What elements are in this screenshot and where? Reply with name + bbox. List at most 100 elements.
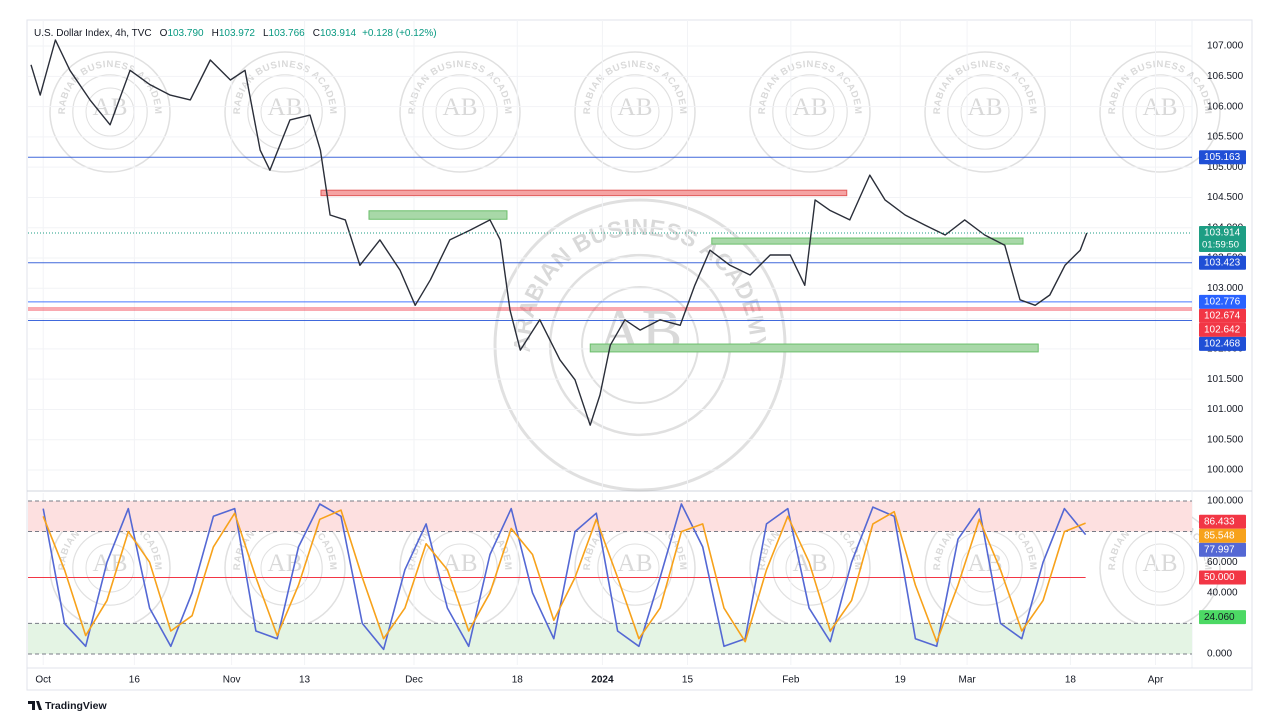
watermark-initials: AB — [93, 94, 128, 121]
level-label: 102.776 — [1204, 297, 1241, 308]
y-tick-label: 106.000 — [1207, 101, 1244, 112]
chart-frame — [26, 19, 1253, 691]
watermark-ring — [574, 51, 696, 173]
y-tick-label: 105.000 — [1207, 162, 1244, 173]
x-tick-label: 16 — [129, 675, 141, 686]
value-label: 50.000 — [1204, 572, 1235, 583]
ohlc-key: H — [212, 28, 219, 39]
last-price-box — [1199, 225, 1246, 252]
last-price-label: 103.914 — [1204, 228, 1241, 239]
brand-logo — [28, 701, 42, 710]
watermark-initials: AB — [1143, 550, 1178, 577]
value-label-box — [1199, 610, 1246, 625]
x-tick-label: Feb — [782, 675, 800, 686]
watermark-ring — [749, 51, 871, 173]
zone — [711, 237, 1024, 245]
watermark-ring — [947, 74, 1023, 150]
watermark-ring — [785, 543, 835, 593]
watermark-ring — [772, 74, 848, 150]
watermark-ring — [610, 87, 660, 137]
watermark-initials: AB — [443, 94, 478, 121]
level-label: 102.468 — [1204, 339, 1241, 350]
ohlc-key: O — [160, 28, 168, 39]
y-tick-label: 0.000 — [1207, 649, 1232, 660]
value-label-box — [1199, 570, 1246, 585]
value-label-box — [1199, 528, 1246, 543]
x-tick-label: Apr — [1148, 675, 1164, 686]
y-tick-label: 60.000 — [1207, 557, 1238, 568]
watermark-ring — [1135, 87, 1185, 137]
y-tick-label: 105.500 — [1207, 132, 1244, 143]
level-label-box — [1199, 308, 1246, 323]
level-label-box — [1199, 255, 1246, 270]
watermark-ring — [399, 51, 521, 173]
value-label-box — [1199, 514, 1246, 529]
value-label-box — [1199, 542, 1246, 557]
y-tick-label: 101.500 — [1207, 374, 1244, 385]
watermark-initials: AB — [968, 550, 1003, 577]
y-tick-label: 107.000 — [1207, 41, 1244, 52]
y-tick-label: 103.000 — [1207, 283, 1244, 294]
ohlc-key: C — [313, 28, 320, 39]
watermark-ring — [435, 87, 485, 137]
zone — [589, 343, 1039, 353]
change-value: +0.128 (+0.12%) — [362, 28, 437, 39]
level-label-box — [1199, 150, 1246, 165]
watermark-ring — [72, 74, 148, 150]
y-tick-label: 100.500 — [1207, 434, 1244, 445]
watermark-ring — [785, 87, 835, 137]
watermark-initials: AB — [268, 94, 303, 121]
level-label: 102.642 — [1204, 325, 1241, 336]
watermark-ring — [960, 543, 1010, 593]
x-tick-label: 18 — [512, 675, 524, 686]
level-label: 105.163 — [1204, 152, 1241, 163]
y-tick-label: 101.000 — [1207, 404, 1244, 415]
watermark-initials: AB — [618, 94, 653, 121]
watermark-ring — [1135, 543, 1185, 593]
watermark-ring — [1099, 51, 1221, 173]
level-label-box — [1199, 294, 1246, 309]
zone — [320, 189, 848, 197]
ohlc-value: 103.766 — [269, 28, 306, 39]
value-label: 77.997 — [1204, 544, 1235, 555]
ohlc-value: 103.790 — [167, 28, 204, 39]
watermark-ring — [1122, 74, 1198, 150]
chart-header: U.S. Dollar Index, 4h, TVC O103.790 H103.9… — [34, 28, 437, 39]
watermark-ring — [247, 74, 323, 150]
ohlc-value: 103.972 — [219, 28, 256, 39]
x-tick-label: Mar — [958, 675, 976, 686]
band — [28, 623, 1192, 654]
watermark-ring — [49, 51, 171, 173]
value-label: 86.433 — [1204, 516, 1235, 527]
x-tick-label: 2024 — [591, 675, 614, 686]
level-label-box — [1199, 322, 1246, 337]
watermark-ring — [960, 87, 1010, 137]
x-tick-label: 19 — [895, 675, 907, 686]
x-tick-label: 13 — [299, 675, 311, 686]
oscillator-line — [42, 509, 1086, 643]
x-tick-label: Dec — [405, 675, 423, 686]
value-label: 85.548 — [1204, 530, 1235, 541]
y-tick-label: 104.500 — [1207, 192, 1244, 203]
watermark-ring — [224, 51, 346, 173]
level-label: 102.674 — [1204, 311, 1241, 322]
ohlc-key: L — [263, 28, 269, 39]
zone — [368, 210, 508, 220]
ohlc-value: 103.914 — [320, 28, 357, 39]
x-tick-label: 15 — [682, 675, 694, 686]
level-label-box — [1199, 336, 1246, 351]
y-tick-label: 100.000 — [1207, 496, 1244, 507]
symbol-name: U.S. Dollar Index, 4h, TVC — [34, 28, 152, 39]
watermark-ring — [435, 543, 485, 593]
band — [28, 500, 1192, 532]
watermark-ring — [597, 74, 673, 150]
watermark-ring — [260, 87, 310, 137]
brand-name: TradingView — [45, 700, 107, 712]
watermark-ring — [610, 543, 660, 593]
watermark-ring — [422, 74, 498, 150]
y-tick-label: 40.000 — [1207, 587, 1238, 598]
x-tick-label: Nov — [223, 675, 241, 686]
watermark-initials: AB — [968, 94, 1003, 121]
